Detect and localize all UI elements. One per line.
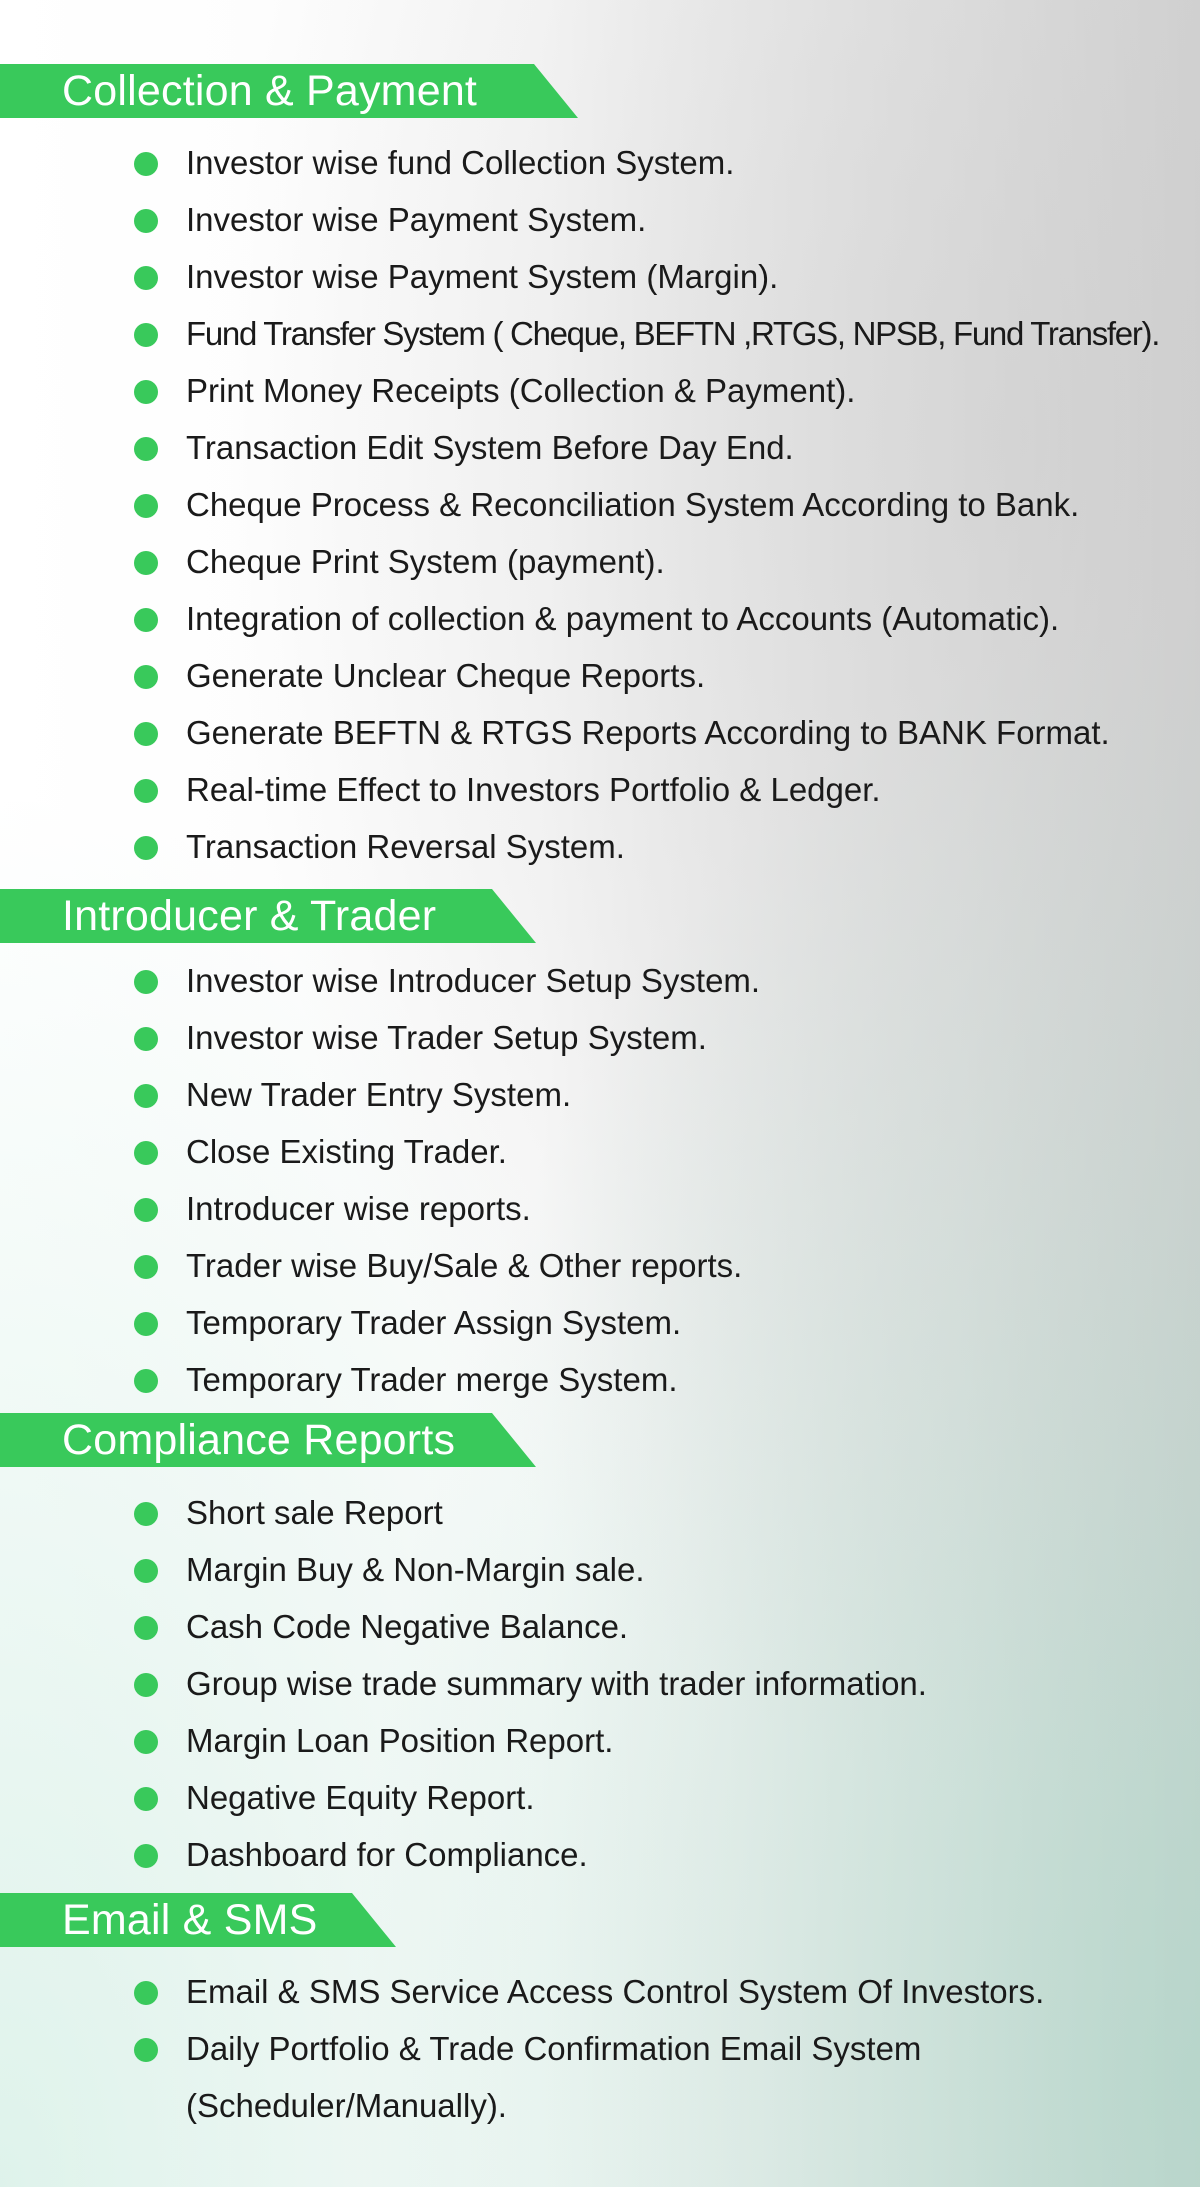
list-item-text: Investor wise fund Collection System. <box>186 144 735 181</box>
bullet-icon <box>134 722 158 746</box>
bullet-icon <box>134 209 158 233</box>
list-item-text: Generate BEFTN & RTGS Reports According … <box>186 714 1110 751</box>
section-header-compliance-reports: Compliance Reports <box>0 1413 536 1467</box>
list-item: Introducer wise reports. <box>134 1180 1174 1237</box>
list-item-text: Margin Buy & Non-Margin sale. <box>186 1551 645 1588</box>
list-item-text: Temporary Trader Assign System. <box>186 1304 682 1341</box>
list-item-text: Short sale Report <box>186 1494 443 1531</box>
section-title: Introducer & Trader <box>62 892 437 940</box>
list-item: Cheque Print System (payment). <box>134 533 1174 590</box>
list-item: Trader wise Buy/Sale & Other reports. <box>134 1237 1174 1294</box>
list-item: Margin Loan Position Report. <box>134 1712 1174 1769</box>
list-item: Fund Transfer System ( Cheque, BEFTN ,RT… <box>134 305 1174 362</box>
bullet-icon <box>134 323 158 347</box>
bullet-icon <box>134 1981 158 2005</box>
list-item-text: Integration of collection & payment to A… <box>186 600 1060 637</box>
bullet-icon <box>134 1616 158 1640</box>
list-item: Cash Code Negative Balance. <box>134 1598 1174 1655</box>
list-item: Generate BEFTN & RTGS Reports According … <box>134 704 1174 761</box>
bullet-icon <box>134 266 158 290</box>
list-item-continuation: (Scheduler/Manually). <box>186 2087 507 2124</box>
list-item: Transaction Edit System Before Day End. <box>134 419 1174 476</box>
bullet-icon <box>134 1559 158 1583</box>
bullet-icon <box>134 970 158 994</box>
bullet-icon <box>134 1787 158 1811</box>
bullet-icon <box>134 437 158 461</box>
list-item-text: Transaction Edit System Before Day End. <box>186 429 794 466</box>
list-item-text: Investor wise Payment System (Margin). <box>186 258 779 295</box>
bullet-icon <box>134 1312 158 1336</box>
list-item-text: Real-time Effect to Investors Portfolio … <box>186 771 881 808</box>
list-item-text: Investor wise Trader Setup System. <box>186 1019 707 1056</box>
list-item: Temporary Trader Assign System. <box>134 1294 1174 1351</box>
list-item: Short sale Report <box>134 1484 1174 1541</box>
bullet-icon <box>134 1369 158 1393</box>
list-item: Investor wise Payment System (Margin). <box>134 248 1174 305</box>
list-item: Negative Equity Report. <box>134 1769 1174 1826</box>
list-item: Real-time Effect to Investors Portfolio … <box>134 761 1174 818</box>
list-item-text: Negative Equity Report. <box>186 1779 535 1816</box>
list-item-text: Cheque Process & Reconciliation System A… <box>186 486 1080 523</box>
list-item-text: Print Money Receipts (Collection & Payme… <box>186 372 856 409</box>
bullet-icon <box>134 836 158 860</box>
list-item: Group wise trade summary with trader inf… <box>134 1655 1174 1712</box>
list-item: Email & SMS Service Access Control Syste… <box>134 1963 1174 2020</box>
section-header-collection-payment: Collection & Payment <box>0 64 578 118</box>
list-item-text: Investor wise Introducer Setup System. <box>186 962 761 999</box>
list-item: Temporary Trader merge System. <box>134 1351 1174 1408</box>
bullet-icon <box>134 1673 158 1697</box>
list-item-text: Dashboard for Compliance. <box>186 1836 588 1873</box>
bullet-icon <box>134 1502 158 1526</box>
section-title: Collection & Payment <box>62 67 478 115</box>
bullet-icon <box>134 1844 158 1868</box>
list-item-text: Close Existing Trader. <box>186 1133 507 1170</box>
bullet-icon <box>134 152 158 176</box>
list-item-text: Introducer wise reports. <box>186 1190 531 1227</box>
list-item: Print Money Receipts (Collection & Payme… <box>134 362 1174 419</box>
list-item-text: Generate Unclear Cheque Reports. <box>186 657 706 694</box>
list-item-text: Trader wise Buy/Sale & Other reports. <box>186 1247 743 1284</box>
list-item-text: New Trader Entry System. <box>186 1076 572 1113</box>
list-item: Investor wise Trader Setup System. <box>134 1009 1174 1066</box>
list-item-text: Investor wise Payment System. <box>186 201 647 238</box>
list-item-text: Transaction Reversal System. <box>186 828 625 865</box>
list-item-text: Group wise trade summary with trader inf… <box>186 1665 927 1702</box>
bullet-icon <box>134 1084 158 1108</box>
bullet-icon <box>134 380 158 404</box>
bullet-icon <box>134 665 158 689</box>
bullet-icon <box>134 608 158 632</box>
list-item: Dashboard for Compliance. <box>134 1826 1174 1883</box>
bullet-icon <box>134 779 158 803</box>
bullet-icon <box>134 494 158 518</box>
list-item: Close Existing Trader. <box>134 1123 1174 1180</box>
list-item: Cheque Process & Reconciliation System A… <box>134 476 1174 533</box>
list-item: Investor wise Payment System. <box>134 191 1174 248</box>
bullet-icon <box>134 1255 158 1279</box>
section-header-email-sms: Email & SMS <box>0 1893 396 1947</box>
section-title: Email & SMS <box>62 1896 318 1944</box>
section-title: Compliance Reports <box>62 1416 456 1464</box>
bullet-icon <box>134 551 158 575</box>
list-item-text: Fund Transfer System ( Cheque, BEFTN ,RT… <box>186 315 1160 352</box>
bullet-icon <box>134 1198 158 1222</box>
list-item-text: Temporary Trader merge System. <box>186 1361 678 1398</box>
list-item-text: Daily Portfolio & Trade Confirmation Ema… <box>186 2030 922 2067</box>
list-item: Transaction Reversal System. <box>134 818 1174 875</box>
list-item-text: Cheque Print System (payment). <box>186 543 665 580</box>
list-item: Generate Unclear Cheque Reports. <box>134 647 1174 704</box>
bullet-icon <box>134 1730 158 1754</box>
list-item: Investor wise fund Collection System. <box>134 134 1174 191</box>
list-item-text: Email & SMS Service Access Control Syste… <box>186 1973 1045 2010</box>
bullet-icon <box>134 2038 158 2062</box>
list-item: Investor wise Introducer Setup System. <box>134 952 1174 1009</box>
list-item: Margin Buy & Non-Margin sale. <box>134 1541 1174 1598</box>
section-header-introducer-trader: Introducer & Trader <box>0 889 536 943</box>
list-item-text: Cash Code Negative Balance. <box>186 1608 629 1645</box>
bullet-icon <box>134 1027 158 1051</box>
bullet-icon <box>134 1141 158 1165</box>
list-item-text: Margin Loan Position Report. <box>186 1722 614 1759</box>
list-item: Integration of collection & payment to A… <box>134 590 1174 647</box>
list-item: Daily Portfolio & Trade Confirmation Ema… <box>134 2020 1174 2077</box>
list-item: New Trader Entry System. <box>134 1066 1174 1123</box>
